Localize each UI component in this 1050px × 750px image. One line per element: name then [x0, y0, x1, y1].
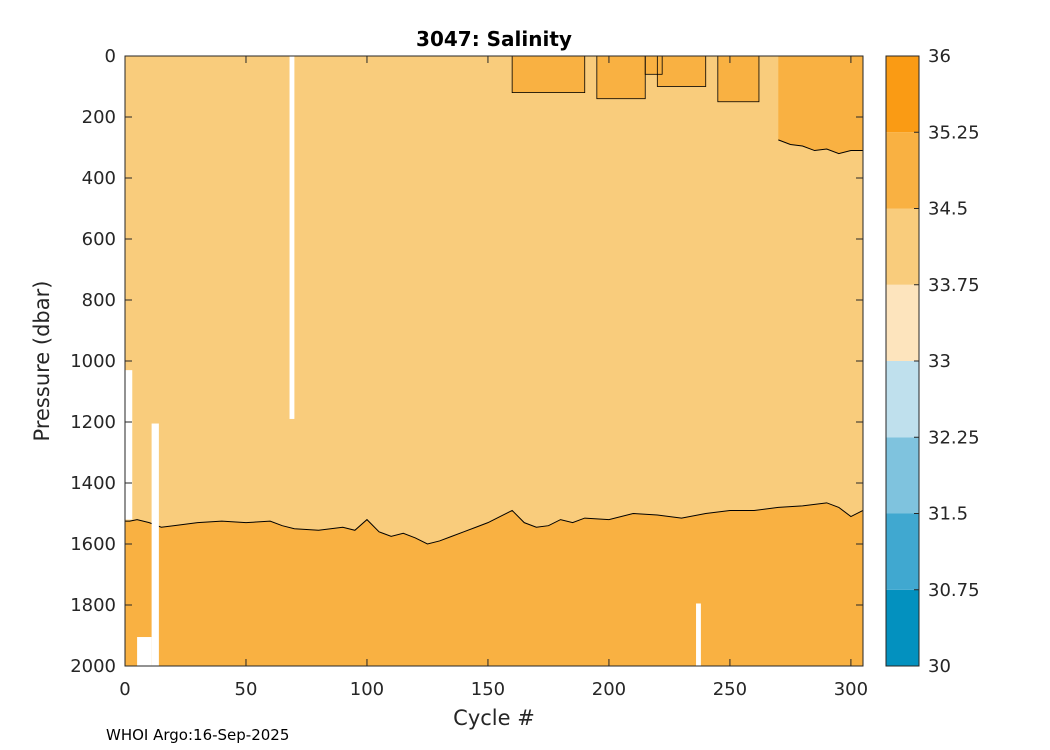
colorbar-tick-label: 30 — [928, 656, 951, 677]
data-gap-1 — [289, 56, 295, 419]
y-tick-label: 1200 — [70, 412, 116, 433]
contour-34-5-deep — [125, 502, 863, 545]
y-tick-label: 200 — [82, 107, 116, 128]
colorbar — [885, 55, 920, 667]
surface-patch-contour-1 — [596, 56, 646, 100]
colorbar-segment — [886, 284, 919, 361]
colorbar-ticks: 30 30.75 31.5 32.25 33 33.75 34.5 35.25 36 — [914, 46, 980, 677]
surface-patch-3 — [717, 56, 759, 102]
surface-patch-4 — [645, 56, 663, 75]
x-tick-label: 0 — [119, 679, 130, 700]
colorbar-tick-label: 33 — [928, 351, 951, 372]
colorbar-segment — [886, 361, 919, 438]
colorbar-segment — [886, 132, 919, 209]
x-tick-label: 100 — [350, 679, 384, 700]
y-axis-label: Pressure (dbar) — [30, 281, 54, 442]
surface-patch-contour-0 — [511, 56, 586, 93]
x-tick-label: 300 — [834, 679, 868, 700]
colorbar-segment — [886, 437, 919, 514]
chart-title: 3047: Salinity — [416, 27, 572, 51]
deep-layer — [125, 502, 863, 666]
colorbar-tick-label: 33.75 — [928, 275, 980, 296]
y-tick-label: 600 — [82, 229, 116, 250]
surface-patch-0 — [512, 56, 585, 93]
colorbar-segment — [886, 56, 919, 133]
x-tick-label: 200 — [592, 679, 626, 700]
x-axis-label: Cycle # — [453, 706, 535, 730]
surface-patch-contour-4 — [644, 56, 663, 75]
data-gap-0 — [125, 370, 133, 520]
y-tick-label: 1000 — [70, 351, 116, 372]
colorbar-tick-label: 31.5 — [928, 504, 968, 525]
y-tick-label: 400 — [82, 168, 116, 189]
data-gap-2 — [137, 637, 152, 666]
x-tick-label: 150 — [471, 679, 505, 700]
y-tick-label: 1400 — [70, 473, 116, 494]
data-gap-4 — [696, 603, 701, 666]
plot-area — [125, 56, 863, 666]
x-tick-label: 50 — [235, 679, 258, 700]
y-tick-label: 1600 — [70, 534, 116, 555]
colorbar-segment — [886, 589, 919, 666]
colorbar-segment — [886, 513, 919, 590]
surface-patch-1 — [596, 56, 646, 99]
contour-34-5-upper — [778, 139, 863, 155]
colorbar-tick-label: 30.75 — [928, 580, 980, 601]
data-gap-3 — [151, 423, 159, 666]
y-tick-label: 1800 — [70, 595, 116, 616]
y-tick-label: 2000 — [70, 656, 116, 677]
x-tick-label: 250 — [713, 679, 747, 700]
surface-patch-contour-3 — [717, 56, 760, 103]
colorbar-tick-label: 34.5 — [928, 199, 968, 220]
y-tick-label: 0 — [105, 46, 116, 67]
surface-patch-2 — [657, 56, 706, 87]
colorbar-tick-label: 36 — [928, 46, 951, 67]
colorbar-tick-label: 35.25 — [928, 122, 980, 143]
surface-patch-contour-2 — [656, 56, 707, 87]
x-axis: 0 50 100 150 200 250 300 — [119, 56, 868, 700]
y-axis: 0 200 400 600 800 1000 1200 1400 1600 1800 2000 — [70, 46, 863, 677]
colorbar-tick-label: 32.25 — [928, 427, 980, 448]
footer-timestamp: WHOI Argo:16-Sep-2025 — [106, 726, 290, 744]
surface-high-salinity-patch — [778, 56, 863, 154]
y-tick-label: 800 — [82, 290, 116, 311]
colorbar-segment — [886, 208, 919, 285]
